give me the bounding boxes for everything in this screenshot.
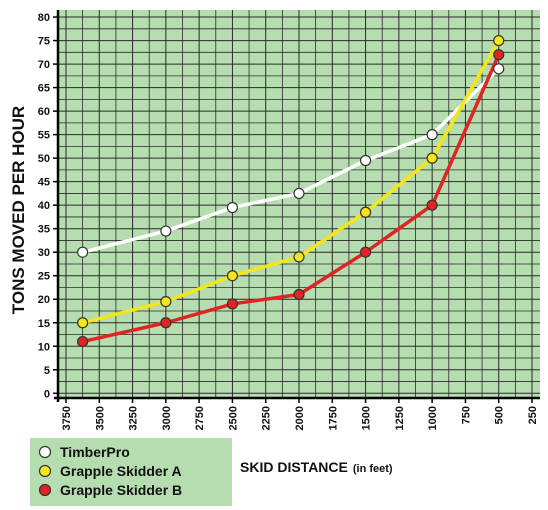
y-tick-label: 80 xyxy=(38,12,50,24)
y-axis-title: TONS MOVED PER HOUR xyxy=(9,106,28,314)
y-tick-label: 5 xyxy=(44,365,50,377)
data-point xyxy=(227,203,237,213)
data-point xyxy=(161,297,171,307)
y-tick-label: 30 xyxy=(38,247,50,259)
y-tick-label: 50 xyxy=(38,153,50,165)
data-point xyxy=(227,271,237,281)
data-point xyxy=(294,290,304,300)
y-tick-label: 65 xyxy=(38,83,50,95)
data-point xyxy=(361,155,371,165)
data-point xyxy=(161,226,171,236)
x-tick-label: 750 xyxy=(460,406,472,424)
x-tick-label: 2250 xyxy=(261,406,273,430)
legend-label: TimberPro xyxy=(60,444,130,460)
y-tick-label: 25 xyxy=(38,271,50,283)
x-tick-label: 3500 xyxy=(94,406,106,430)
y-tick-label: 55 xyxy=(38,130,50,142)
x-tick-label: 3000 xyxy=(161,406,173,430)
y-tick-label: 10 xyxy=(38,341,50,353)
y-tick-label: 75 xyxy=(38,36,50,48)
data-point xyxy=(427,200,437,210)
y-tick-label: 60 xyxy=(38,106,50,118)
x-tick-label: 3250 xyxy=(128,406,140,430)
data-point xyxy=(361,247,371,257)
data-point xyxy=(78,337,88,347)
x-tick-label: 3750 xyxy=(61,406,73,430)
y-tick-label: 20 xyxy=(38,294,50,306)
y-tick-label: 40 xyxy=(38,200,50,212)
y-tick-label: 70 xyxy=(38,59,50,71)
x-tick-label: 1750 xyxy=(327,406,339,430)
x-tick-label: 250 xyxy=(527,406,539,424)
data-point xyxy=(294,252,304,262)
data-point xyxy=(494,64,504,74)
legend-marker xyxy=(40,466,51,477)
data-point xyxy=(161,318,171,328)
legend-label: Grapple Skidder B xyxy=(60,482,182,498)
data-point xyxy=(427,130,437,140)
x-axis-title: SKID DISTANCE (in feet) xyxy=(240,459,393,475)
x-tick-label: 1250 xyxy=(394,406,406,430)
x-axis-title-note: (in feet) xyxy=(353,463,393,475)
data-point xyxy=(227,299,237,309)
legend-marker xyxy=(40,485,51,496)
x-tick-label: 1000 xyxy=(427,406,439,430)
x-tick-label: 2000 xyxy=(294,406,306,430)
y-tick-label: 35 xyxy=(38,224,50,236)
x-tick-label: 2500 xyxy=(227,406,239,430)
data-point xyxy=(361,207,371,217)
data-point xyxy=(78,318,88,328)
y-tick-label: 15 xyxy=(38,318,50,330)
x-tick-label: 1500 xyxy=(361,406,373,430)
data-point xyxy=(494,36,504,46)
y-tick-label: 0 xyxy=(44,388,50,400)
data-point xyxy=(494,50,504,60)
legend-label: Grapple Skidder A xyxy=(60,463,182,479)
legend-marker xyxy=(40,447,51,458)
data-point xyxy=(78,247,88,257)
x-axis-title-main: SKID DISTANCE xyxy=(240,459,348,475)
data-point xyxy=(294,188,304,198)
x-tick-label: 500 xyxy=(494,406,506,424)
chart: TONS MOVED PER HOUR SKID DISTANCE (in fee… xyxy=(0,0,548,510)
y-tick-label: 45 xyxy=(38,177,50,189)
x-tick-label: 2750 xyxy=(194,406,206,430)
data-point xyxy=(427,153,437,163)
